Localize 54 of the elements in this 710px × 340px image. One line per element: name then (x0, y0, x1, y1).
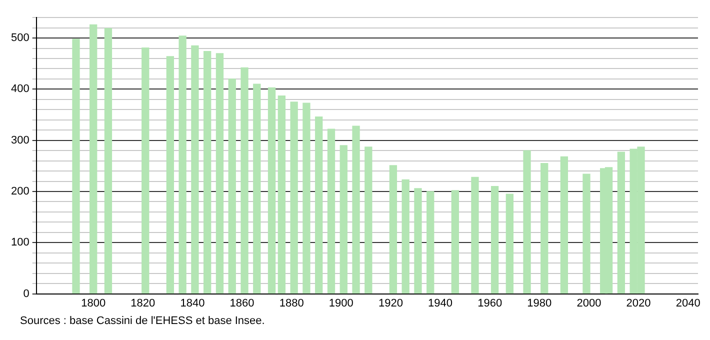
bar (72, 38, 80, 294)
bar (523, 150, 531, 294)
bar (253, 84, 261, 294)
y-tick-label: 400 (10, 83, 30, 96)
y-tick-label: 0 (23, 288, 30, 300)
x-tick-label: 1920 (378, 297, 403, 310)
bar (204, 51, 212, 294)
bar (402, 179, 410, 294)
bar (617, 152, 626, 294)
bar (191, 45, 199, 294)
x-tick-label: 1800 (81, 297, 106, 310)
bar (490, 186, 499, 294)
bar (104, 28, 112, 294)
bar (451, 190, 459, 294)
bar (540, 163, 548, 294)
x-tick-label: 2020 (626, 297, 651, 310)
x-tick-label: 1860 (230, 297, 254, 310)
bar (471, 176, 479, 294)
bar (268, 87, 276, 294)
bar (582, 174, 590, 294)
x-tick-label: 1900 (328, 297, 354, 310)
x-tick-label: 1940 (428, 297, 453, 310)
bar (352, 126, 360, 294)
bar (178, 36, 186, 294)
x-tick-label: 2000 (576, 297, 602, 310)
x-tick-label: 2040 (676, 297, 700, 310)
bar (389, 165, 398, 294)
bar (240, 67, 248, 294)
bar (426, 191, 434, 294)
bar (278, 96, 286, 294)
source-note: Sources : base Cassini de l'EHESS et base Insee. (20, 315, 266, 327)
x-tick-label: 1880 (279, 297, 304, 310)
x-tick-label: 1960 (478, 297, 502, 310)
y-tick-label: 200 (10, 186, 30, 198)
bar (315, 116, 323, 294)
y-tick-label: 100 (10, 236, 30, 249)
bar (414, 188, 422, 294)
x-tick-label: 1840 (180, 297, 205, 310)
bar (90, 24, 98, 294)
bar (302, 102, 310, 294)
y-tick-label: 300 (10, 134, 30, 146)
bar (290, 102, 298, 294)
bar (142, 47, 150, 294)
bar (560, 156, 568, 294)
x-tick-label: 1980 (527, 297, 552, 310)
bar (506, 194, 514, 294)
x-tick-label: 1820 (130, 297, 156, 310)
y-tick-label: 500 (10, 32, 30, 44)
bar (340, 145, 348, 294)
bar (327, 128, 336, 294)
bar (364, 146, 372, 294)
bar (228, 78, 236, 294)
bar (216, 53, 224, 294)
bar (166, 56, 174, 294)
